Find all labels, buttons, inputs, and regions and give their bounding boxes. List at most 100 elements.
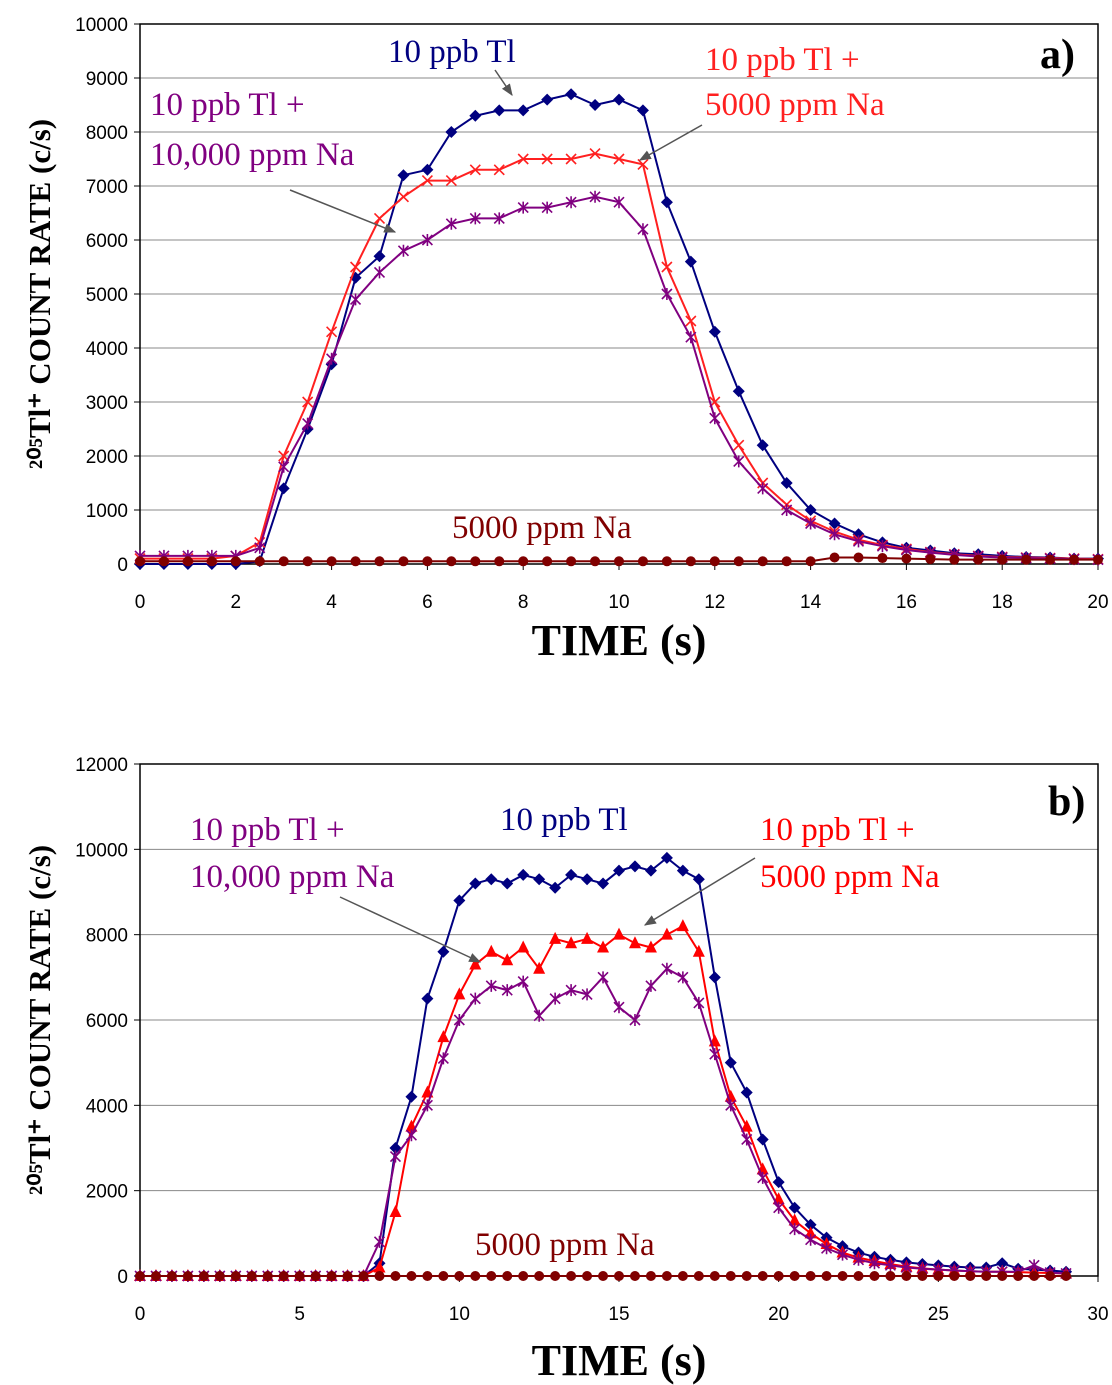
data-point bbox=[676, 919, 689, 932]
data-point bbox=[454, 1271, 465, 1281]
data-point bbox=[773, 1201, 785, 1214]
data-point bbox=[501, 984, 513, 997]
data-point bbox=[773, 1271, 784, 1281]
annotation-arrow bbox=[494, 69, 513, 96]
x-tick-label: 15 bbox=[608, 1304, 629, 1325]
data-point bbox=[869, 1271, 880, 1281]
data-point bbox=[493, 104, 506, 117]
data-point bbox=[278, 460, 290, 473]
data-point bbox=[597, 877, 610, 890]
data-point bbox=[708, 971, 721, 984]
data-point bbox=[981, 1271, 992, 1281]
data-point bbox=[1093, 554, 1103, 565]
data-point bbox=[1045, 1271, 1056, 1281]
data-point bbox=[637, 223, 649, 236]
data-point bbox=[628, 936, 641, 949]
data-point bbox=[788, 1213, 801, 1226]
y-tick-label: 4000 bbox=[86, 339, 128, 360]
data-point bbox=[692, 873, 705, 886]
data-point bbox=[829, 552, 840, 563]
data-point bbox=[733, 455, 745, 468]
data-point bbox=[636, 104, 649, 117]
data-point bbox=[541, 153, 553, 165]
data-point bbox=[373, 1260, 386, 1273]
series-label: 10 ppb Tl + bbox=[190, 812, 345, 848]
y-tick-label: 12000 bbox=[75, 755, 128, 776]
data-point bbox=[740, 1119, 753, 1132]
data-point bbox=[493, 164, 505, 176]
data-point bbox=[182, 556, 193, 567]
data-point bbox=[326, 1271, 337, 1281]
data-point bbox=[277, 482, 290, 495]
data-point bbox=[405, 1129, 417, 1142]
data-point bbox=[550, 1271, 561, 1281]
data-point bbox=[302, 396, 314, 408]
data-point bbox=[445, 175, 457, 187]
x-tick-label: 16 bbox=[896, 592, 917, 613]
data-point bbox=[502, 1271, 513, 1281]
data-point bbox=[789, 1223, 801, 1236]
x-tick-label: 20 bbox=[768, 1304, 789, 1325]
data-point bbox=[614, 1271, 624, 1281]
data-point bbox=[469, 164, 481, 176]
data-point bbox=[566, 556, 577, 567]
x-tick-label: 25 bbox=[928, 1304, 949, 1325]
data-point bbox=[725, 1099, 737, 1112]
data-point bbox=[949, 1271, 960, 1281]
data-point bbox=[302, 417, 314, 430]
data-point bbox=[469, 212, 481, 225]
data-point bbox=[533, 1009, 545, 1022]
data-point bbox=[597, 971, 609, 984]
data-point bbox=[326, 556, 337, 567]
data-point bbox=[828, 517, 841, 530]
data-point bbox=[485, 873, 498, 886]
data-point bbox=[493, 212, 505, 225]
data-point bbox=[398, 556, 409, 567]
data-point bbox=[582, 1271, 593, 1281]
data-point bbox=[868, 1257, 881, 1270]
data-point bbox=[166, 1271, 177, 1281]
data-point bbox=[437, 1052, 449, 1065]
y-axis-title: ²⁰⁵Tl⁺ COUNT RATE (c/s) bbox=[22, 845, 57, 1195]
data-point bbox=[397, 244, 410, 257]
data-point bbox=[613, 93, 625, 106]
data-point bbox=[645, 979, 657, 992]
data-point bbox=[885, 1271, 896, 1281]
data-point bbox=[660, 196, 673, 209]
data-point bbox=[709, 412, 721, 425]
data-point bbox=[629, 1014, 641, 1026]
data-point bbox=[182, 1271, 193, 1281]
data-point bbox=[517, 868, 530, 881]
data-point bbox=[230, 556, 241, 567]
data-point bbox=[613, 196, 625, 209]
data-point bbox=[406, 1271, 417, 1281]
data-point bbox=[597, 940, 610, 953]
data-point bbox=[397, 191, 410, 203]
x-tick-label: 2 bbox=[231, 592, 242, 613]
data-point bbox=[565, 88, 578, 101]
data-point bbox=[135, 1271, 145, 1281]
data-point bbox=[453, 987, 466, 1000]
data-point bbox=[1045, 554, 1056, 565]
data-point bbox=[757, 1271, 768, 1281]
data-point bbox=[732, 385, 745, 398]
data-point bbox=[422, 1271, 433, 1281]
data-point bbox=[804, 504, 817, 516]
data-point bbox=[549, 931, 562, 944]
series-label: 10 ppb Tl bbox=[500, 802, 628, 838]
data-point bbox=[373, 212, 386, 224]
data-point bbox=[853, 552, 864, 563]
data-point bbox=[933, 1271, 944, 1281]
data-point bbox=[598, 1271, 609, 1281]
data-point bbox=[158, 556, 169, 567]
data-point bbox=[565, 196, 577, 209]
data-point bbox=[677, 1271, 688, 1281]
data-point bbox=[469, 992, 481, 1005]
data-point bbox=[453, 894, 466, 907]
data-point bbox=[421, 175, 433, 187]
data-point bbox=[693, 996, 705, 1009]
data-point bbox=[421, 1099, 433, 1112]
data-point bbox=[949, 554, 960, 565]
series-line bbox=[140, 195, 1099, 561]
data-point bbox=[1069, 554, 1080, 565]
